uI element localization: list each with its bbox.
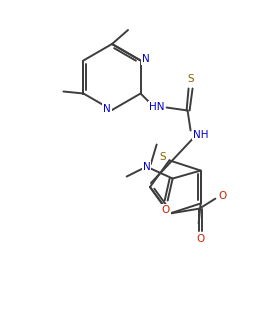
Text: S: S: [187, 75, 194, 84]
Text: O: O: [162, 204, 170, 215]
Text: O: O: [196, 234, 204, 243]
Text: HN: HN: [149, 101, 164, 112]
Text: N: N: [142, 54, 150, 65]
Text: S: S: [159, 152, 166, 162]
Text: O: O: [218, 191, 227, 201]
Text: NH: NH: [193, 129, 208, 140]
Text: N: N: [103, 104, 111, 114]
Text: N: N: [143, 162, 151, 172]
